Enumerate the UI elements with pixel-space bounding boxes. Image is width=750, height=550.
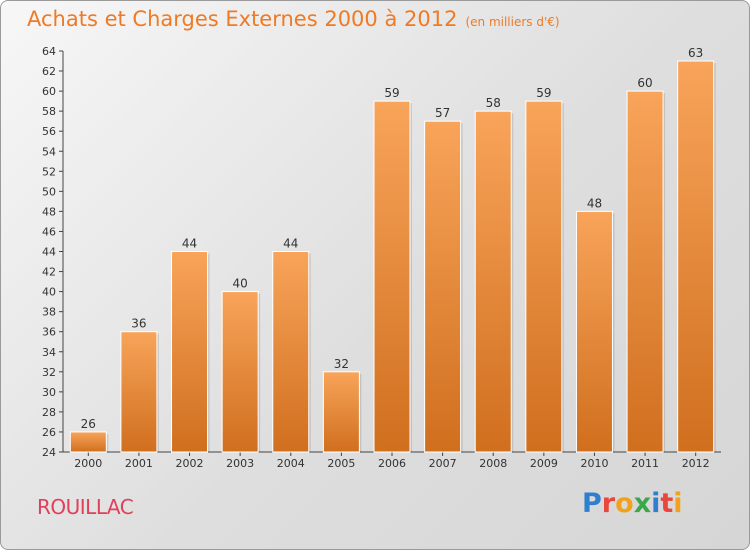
x-tick-label-2010: 2010: [580, 457, 608, 470]
x-tick-label-2009: 2009: [530, 457, 558, 470]
y-tick-label: 32: [42, 366, 56, 379]
y-tick-label: 50: [42, 185, 56, 198]
data-label-2005: 32: [334, 357, 349, 371]
bar-2006: [373, 100, 411, 453]
data-label-2007: 57: [435, 106, 450, 120]
proxiti-logo: Proxiti: [582, 488, 683, 519]
x-tick-label-2008: 2008: [479, 457, 507, 470]
logo-letter: x: [633, 488, 652, 519]
y-tick-label: 48: [42, 205, 56, 218]
y-tick-label: 26: [42, 426, 56, 439]
y-tick-label: 34: [42, 346, 56, 359]
y-tick-label: 64: [42, 45, 56, 58]
chart-title: Achats et Charges Externes 2000 à 2012 (e…: [27, 7, 560, 31]
logo-letter: P: [582, 488, 602, 519]
bars: [69, 60, 716, 453]
y-tick-label: 56: [42, 125, 56, 138]
x-tick-label-2000: 2000: [74, 457, 102, 470]
logo-letter: i: [673, 488, 683, 519]
y-tick-label: 24: [42, 446, 56, 459]
logo-letter: r: [601, 488, 616, 519]
data-label-2006: 59: [384, 86, 399, 100]
y-tick-label: 30: [42, 386, 56, 399]
data-labels: 26 36 44 40 44 32 59 57 58 59 48 60 63: [81, 46, 704, 431]
axes: 24 26 28 30 32 34 36 38 40 42 44 46 48 50 52 54 56 58 60 62…: [42, 45, 721, 470]
x-tick-label-2002: 2002: [176, 457, 204, 470]
data-label-2011: 60: [637, 76, 652, 90]
y-tick-label: 54: [42, 145, 56, 158]
data-label-2009: 59: [536, 86, 551, 100]
data-label-2003: 40: [233, 277, 248, 291]
logo-letter: t: [660, 488, 674, 519]
data-label-2012: 63: [688, 46, 703, 60]
y-tick-label: 38: [42, 306, 56, 319]
x-tick-label-2001: 2001: [125, 457, 153, 470]
bar-2005: [322, 371, 360, 453]
chart-unit: (en milliers d'€): [465, 15, 560, 29]
x-tick-label-2007: 2007: [429, 457, 457, 470]
y-tick-label: 40: [42, 286, 56, 299]
chart-title-text: Achats et Charges Externes 2000 à 2012: [27, 7, 458, 31]
data-label-2010: 48: [587, 196, 602, 210]
y-tick-label: 28: [42, 406, 56, 419]
bar-2000: [69, 431, 107, 453]
bar-2004: [272, 251, 310, 453]
x-tick-label-2011: 2011: [631, 457, 659, 470]
y-tick-label: 44: [42, 246, 56, 259]
x-tick-label-2004: 2004: [277, 457, 305, 470]
bar-2011: [626, 90, 664, 453]
y-tick-label: 60: [42, 85, 56, 98]
y-tick-label: 42: [42, 266, 56, 279]
y-tick-label: 58: [42, 105, 56, 118]
x-tick-label-2005: 2005: [327, 457, 355, 470]
data-label-2001: 36: [131, 317, 146, 331]
x-tick-label-2006: 2006: [378, 457, 406, 470]
y-tick-label: 36: [42, 326, 56, 339]
y-tick-label: 46: [42, 225, 56, 238]
bar-2007: [424, 120, 462, 453]
bar-2009: [525, 100, 563, 453]
logo-letter: i: [651, 488, 661, 519]
bar-2008: [474, 110, 512, 453]
bar-2003: [221, 291, 259, 453]
x-tick-label-2012: 2012: [682, 457, 710, 470]
data-label-2008: 58: [486, 96, 501, 110]
bar-2002: [171, 251, 209, 453]
bar-2012: [677, 60, 715, 453]
y-tick-label: 52: [42, 165, 56, 178]
logo-letter: o: [615, 488, 634, 519]
data-label-2002: 44: [182, 237, 197, 251]
bar-2010: [575, 210, 613, 453]
data-label-2004: 44: [283, 237, 298, 251]
data-label-2000: 26: [81, 417, 96, 431]
place-name: ROUILLAC: [37, 495, 134, 519]
y-tick-label: 62: [42, 65, 56, 78]
x-tick-label-2003: 2003: [226, 457, 254, 470]
bar-2001: [120, 331, 158, 453]
